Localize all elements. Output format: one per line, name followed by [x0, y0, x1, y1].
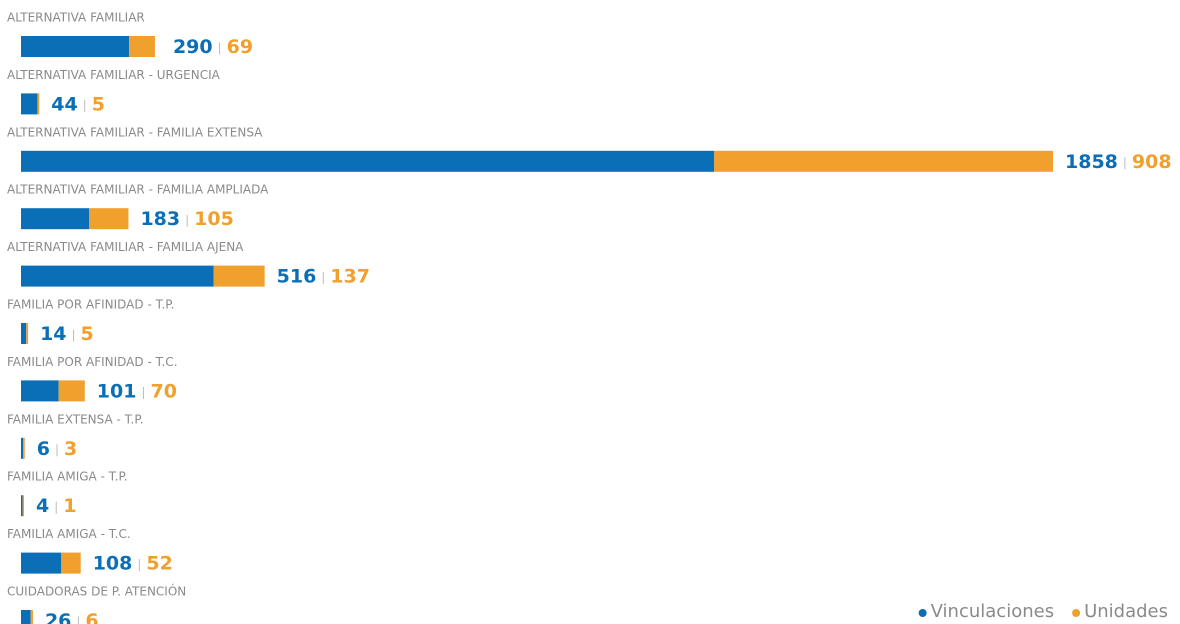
category-label: FAMILIA EXTENSA - T.P. [7, 412, 144, 426]
bar-segment [26, 323, 29, 344]
value-label: 101 [97, 380, 137, 402]
value-label: 69 [227, 36, 253, 58]
category-label: ALTERNATIVA FAMILIAR - FAMILIA EXTENSA [7, 125, 263, 139]
value-label: 3 [64, 438, 77, 460]
category-label: ALTERNATIVA FAMILIAR - FAMILIA AJENA [7, 240, 244, 254]
bar-segment [23, 437, 25, 459]
value-label: 1858 [1065, 151, 1118, 173]
value-label: 908 [1132, 151, 1172, 173]
legend-label: Vinculaciones [931, 601, 1054, 622]
category-label: ALTERNATIVA FAMILIAR [7, 11, 145, 25]
bar-segment [89, 208, 129, 230]
bar-segment [21, 208, 90, 230]
bar-segment [21, 150, 715, 172]
bar-segment [21, 495, 23, 517]
bar-segment [37, 93, 40, 115]
value-label: 6 [85, 610, 98, 624]
value-label: 52 [146, 553, 172, 575]
bar-segment [61, 552, 81, 574]
bar-segment [129, 36, 155, 57]
bar-segment [21, 36, 130, 57]
value-label: 516 [277, 266, 317, 288]
value-label: 105 [194, 208, 234, 230]
legend-label: Unidades [1084, 601, 1168, 622]
bar-segment [30, 610, 33, 624]
value-label: 6 [37, 438, 50, 460]
value-label: 290 [173, 36, 213, 58]
value-label: 5 [81, 323, 94, 345]
category-label: FAMILIA POR AFINIDAD - T.P. [7, 298, 175, 312]
category-label: ALTERNATIVA FAMILIAR - FAMILIA AMPLIADA [7, 183, 269, 197]
bar-segment [21, 610, 31, 624]
value-label: 70 [150, 380, 176, 402]
bar-segment [21, 265, 214, 287]
bar-segment [213, 265, 265, 287]
category-label: FAMILIA AMIGA - T.P. [7, 470, 128, 484]
bar-segment [22, 495, 24, 517]
value-label: 4 [36, 495, 49, 517]
bar-segment [21, 93, 38, 115]
value-label: 44 [51, 93, 77, 115]
value-label: 1 [63, 495, 76, 517]
bar-segment [21, 437, 24, 459]
bar-segment [58, 380, 85, 402]
bar-segment [21, 380, 59, 402]
bar-segment [21, 552, 62, 574]
value-label: 26 [45, 610, 71, 624]
category-label: CUIDADORAS DE P. ATENCIÓN [7, 584, 186, 599]
legend-swatch [918, 609, 927, 617]
value-label: 108 [93, 553, 133, 575]
bar-segment [21, 323, 27, 344]
value-label: 137 [330, 266, 370, 288]
category-label: FAMILIA POR AFINIDAD - T.C. [7, 355, 178, 369]
value-label: 5 [92, 93, 105, 115]
value-label: 14 [40, 323, 66, 345]
category-label: ALTERNATIVA FAMILIAR - URGENCIA [7, 68, 221, 82]
legend-swatch [1072, 609, 1081, 617]
bar-segment [714, 150, 1053, 172]
category-label: FAMILIA AMIGA - T.C. [7, 527, 131, 541]
value-label: 183 [140, 208, 180, 230]
